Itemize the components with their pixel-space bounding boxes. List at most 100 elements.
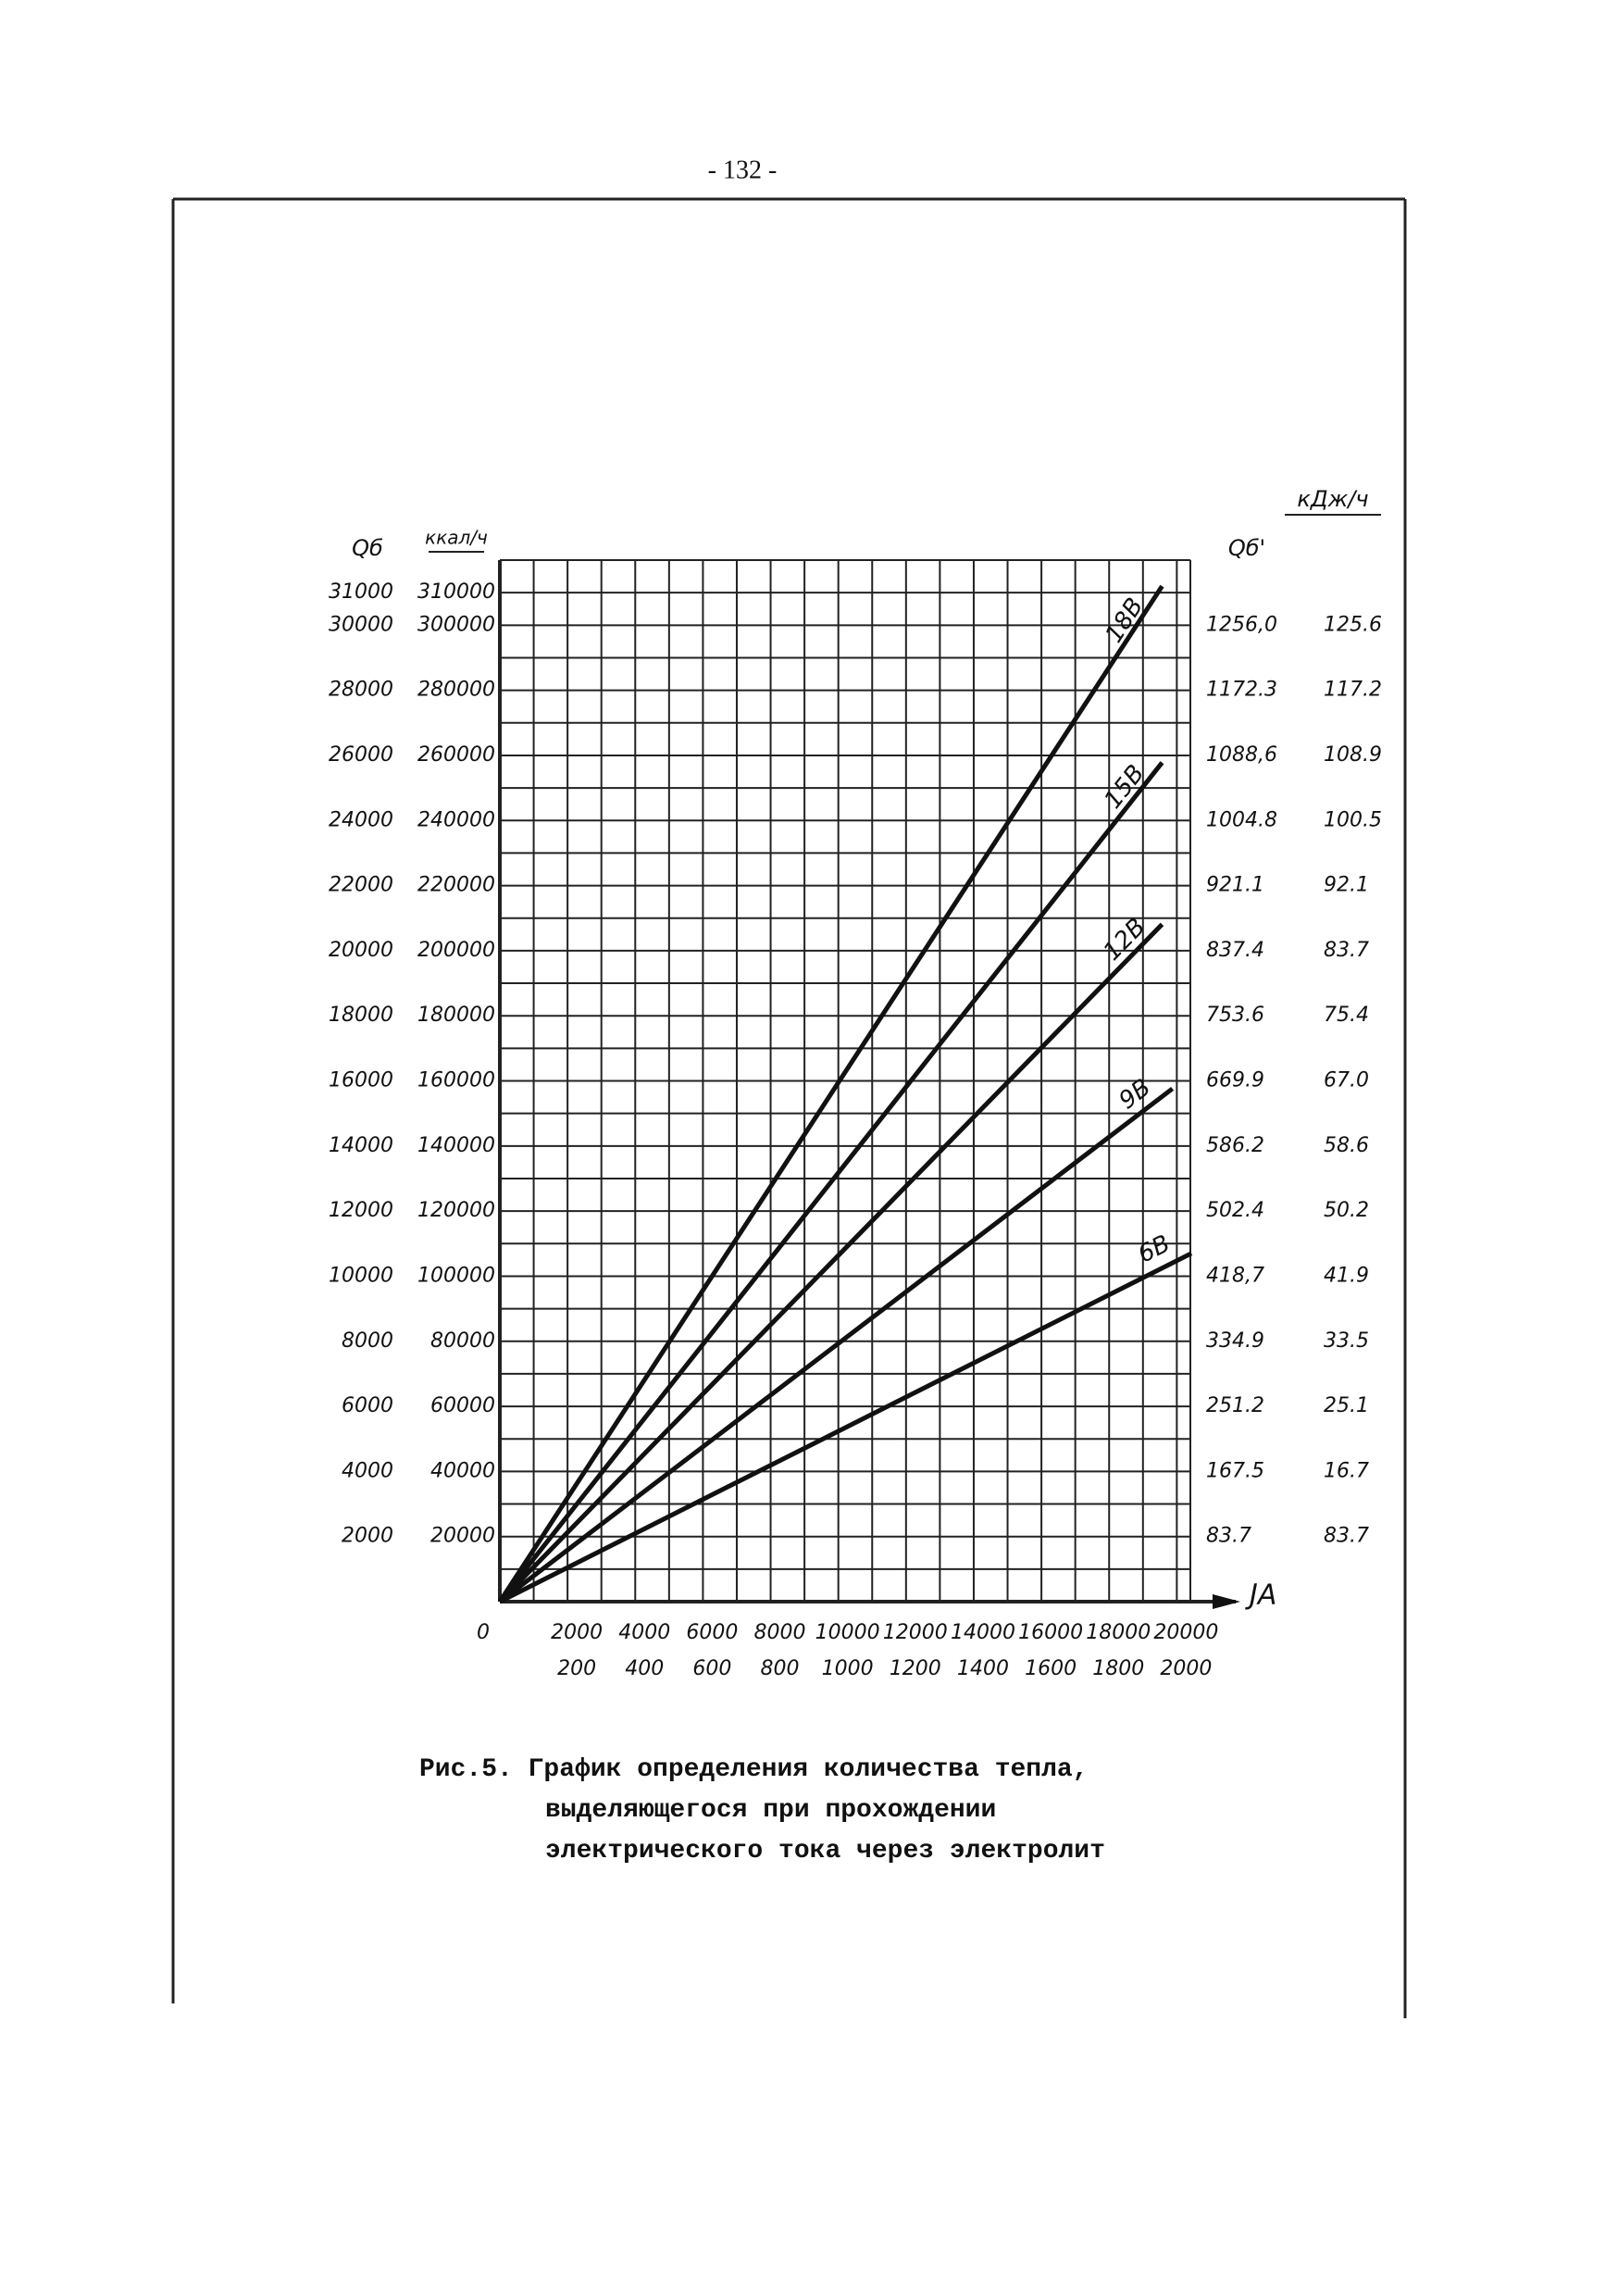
y2-tick-label: 18000 bbox=[329, 1004, 393, 1027]
y2-tick-label: 31000 bbox=[329, 580, 393, 604]
right-tick-label: 1088,6 bbox=[1206, 743, 1277, 767]
right-tick-label: 1256,0 bbox=[1206, 613, 1277, 636]
x2-tick-label: 1200 bbox=[890, 1657, 941, 1680]
y-tick-label: 280000 bbox=[417, 679, 495, 702]
x-axis-label: JA bbox=[1245, 1579, 1276, 1612]
right-tick-label: 921.1 bbox=[1206, 874, 1264, 897]
data-line bbox=[498, 922, 1164, 1603]
right-tick-label: 837.4 bbox=[1206, 939, 1264, 962]
y-tick-label: 40000 bbox=[430, 1459, 495, 1482]
x2-tick-label: 1000 bbox=[822, 1657, 874, 1680]
right-tick-label: 58.6 bbox=[1324, 1134, 1369, 1157]
caption-line: электрического тока через электролит bbox=[545, 1837, 1105, 1866]
data-line bbox=[498, 1086, 1175, 1603]
y-tick-label: 20000 bbox=[430, 1525, 495, 1548]
x2-tick-label: 200 bbox=[557, 1657, 596, 1680]
x-tick-label: 16000 bbox=[1018, 1621, 1083, 1644]
axis-arrow bbox=[1213, 1594, 1240, 1609]
x-tick-label: 10000 bbox=[815, 1621, 880, 1644]
y-tick-label: 260000 bbox=[417, 743, 495, 767]
y-tick-label: 100000 bbox=[417, 1264, 495, 1287]
x-tick-label: 14000 bbox=[951, 1621, 1015, 1644]
x2-tick-label: 2000 bbox=[1160, 1657, 1212, 1680]
right-tick-label: 75.4 bbox=[1324, 1004, 1369, 1027]
right-tick-label: 251.2 bbox=[1206, 1394, 1264, 1417]
y2-tick-label: 30000 bbox=[329, 613, 393, 636]
x-tick-label: 12000 bbox=[883, 1621, 948, 1644]
y2-tick-label: 12000 bbox=[329, 1199, 393, 1222]
right-tick-label: 33.5 bbox=[1324, 1329, 1369, 1353]
x-tick-label: 18000 bbox=[1086, 1621, 1151, 1644]
y2-tick-label: 14000 bbox=[329, 1134, 393, 1157]
y2-tick-label: 2000 bbox=[342, 1525, 393, 1548]
right-tick-label: 167.5 bbox=[1206, 1459, 1264, 1482]
right-tick-label: 117.2 bbox=[1324, 679, 1382, 702]
right-tick-label: 125.6 bbox=[1324, 613, 1382, 636]
x-tick-label: 2000 bbox=[551, 1621, 603, 1644]
y-tick-label: 60000 bbox=[430, 1394, 495, 1417]
right-tick-label: 83.7 bbox=[1324, 1525, 1369, 1548]
x2-tick-label: 600 bbox=[692, 1657, 731, 1680]
data-line bbox=[497, 584, 1164, 1603]
page-number: - 132 - bbox=[708, 156, 778, 184]
right-tick-label: 92.1 bbox=[1324, 874, 1369, 897]
right-tick-label: 83.7 bbox=[1324, 939, 1369, 962]
y-axis-unit: ккал/ч bbox=[425, 527, 488, 549]
y2-tick-label: 4000 bbox=[342, 1459, 393, 1482]
x-tick-label: 0 bbox=[477, 1621, 490, 1644]
x2-tick-label: 1600 bbox=[1025, 1657, 1077, 1680]
right-tick-label: 67.0 bbox=[1324, 1069, 1369, 1092]
x2-tick-label: 800 bbox=[761, 1657, 800, 1680]
y-tick-label: 180000 bbox=[417, 1004, 495, 1027]
right-tick-label: 50.2 bbox=[1324, 1199, 1369, 1222]
y-axis-label: Qб bbox=[352, 535, 383, 561]
caption-line: выделяющегося при прохождении bbox=[545, 1796, 996, 1825]
y-tick-label: 80000 bbox=[430, 1329, 495, 1353]
y2-tick-label: 16000 bbox=[329, 1069, 393, 1092]
y2-tick-label: 6000 bbox=[342, 1394, 393, 1417]
x2-tick-label: 1400 bbox=[957, 1657, 1009, 1680]
x-tick-label: 4000 bbox=[618, 1621, 670, 1644]
y-tick-label: 240000 bbox=[417, 808, 495, 831]
y2-tick-label: 10000 bbox=[329, 1264, 393, 1287]
y2-tick-label: 8000 bbox=[342, 1329, 393, 1353]
y-tick-label: 140000 bbox=[417, 1134, 495, 1157]
y-tick-label: 120000 bbox=[417, 1199, 495, 1222]
right-tick-label: 1172.3 bbox=[1206, 679, 1277, 702]
right-tick-label: 1004.8 bbox=[1206, 808, 1277, 831]
data-line bbox=[498, 761, 1164, 1603]
y2-tick-label: 22000 bbox=[329, 874, 393, 897]
right-tick-label: 83.7 bbox=[1206, 1525, 1251, 1548]
right-tick-label: 108.9 bbox=[1324, 743, 1382, 767]
right-tick-label: 16.7 bbox=[1324, 1459, 1369, 1482]
right-tick-label: 753.6 bbox=[1206, 1004, 1264, 1027]
data-line bbox=[498, 1251, 1193, 1604]
y2-tick-label: 26000 bbox=[329, 743, 393, 767]
y2-tick-label: 20000 bbox=[329, 939, 393, 962]
right-tick-label: 502.4 bbox=[1206, 1199, 1264, 1222]
right-tick-label: 25.1 bbox=[1324, 1394, 1369, 1417]
x-tick-label: 6000 bbox=[686, 1621, 738, 1644]
x2-tick-label: 400 bbox=[625, 1657, 664, 1680]
right-tick-label: 418,7 bbox=[1206, 1264, 1264, 1287]
y-tick-label: 310000 bbox=[417, 580, 495, 604]
y-tick-label: 160000 bbox=[417, 1069, 495, 1092]
right-axis-unit: кДж/ч bbox=[1297, 486, 1368, 512]
x-tick-label: 8000 bbox=[754, 1621, 806, 1644]
y-tick-label: 200000 bbox=[417, 939, 495, 962]
caption-line: Рис.5. График определения количества теп… bbox=[419, 1755, 1089, 1784]
y-tick-label: 300000 bbox=[417, 613, 495, 636]
right-axis-label: Qб' bbox=[1228, 535, 1265, 561]
x2-tick-label: 1800 bbox=[1092, 1657, 1144, 1680]
y2-tick-label: 28000 bbox=[329, 679, 393, 702]
right-tick-label: 100.5 bbox=[1324, 808, 1382, 831]
right-tick-label: 586.2 bbox=[1206, 1134, 1264, 1157]
right-tick-label: 41.9 bbox=[1324, 1264, 1369, 1287]
x-tick-label: 20000 bbox=[1153, 1621, 1218, 1644]
y2-tick-label: 24000 bbox=[329, 808, 393, 831]
y-tick-label: 220000 bbox=[417, 874, 495, 897]
right-tick-label: 669.9 bbox=[1206, 1069, 1264, 1092]
